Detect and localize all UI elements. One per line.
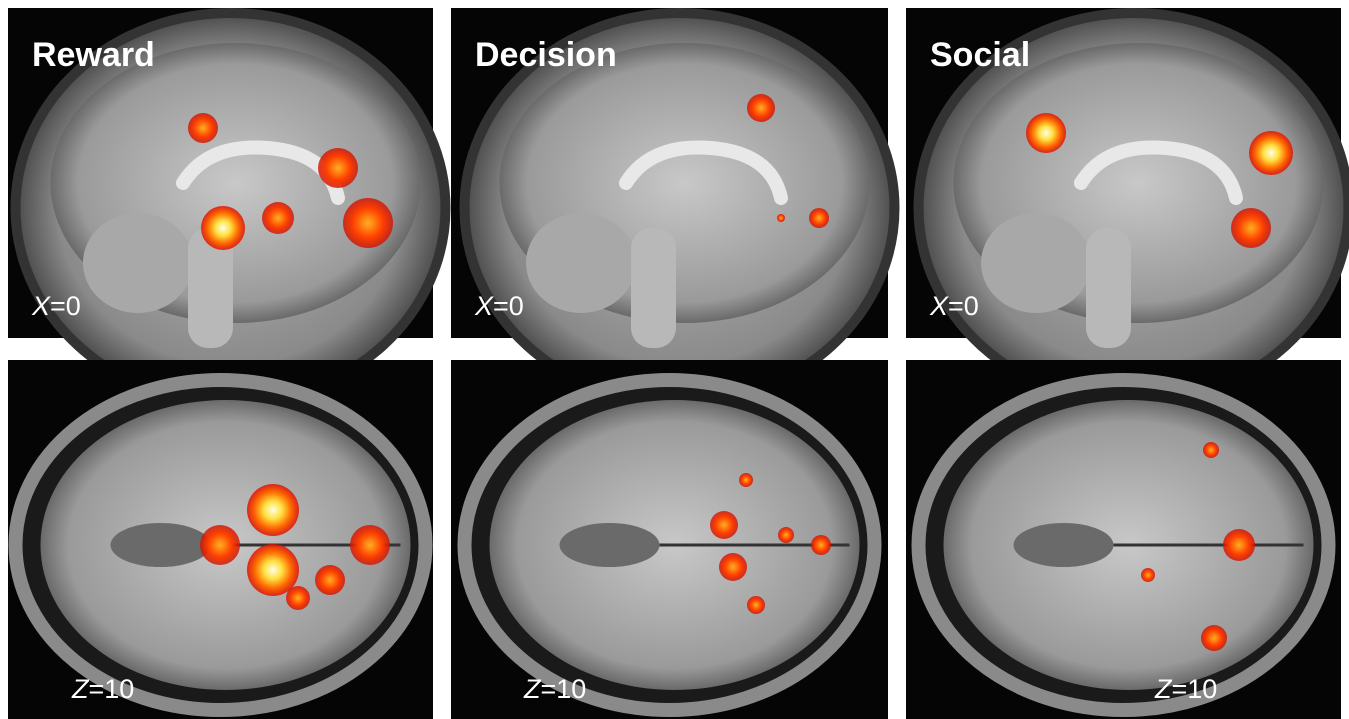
coordinate-value: =10 (541, 674, 587, 704)
coordinate-axis: Z (523, 674, 542, 704)
coordinate-label: Z=10 (1154, 674, 1217, 704)
brain-panel: Social X=0 (906, 8, 1349, 403)
cerebellum (526, 213, 636, 313)
activation-blob (201, 206, 245, 250)
coordinate-label: X=0 (31, 291, 81, 321)
activation-blob (286, 586, 310, 610)
activation-blob (262, 202, 294, 234)
coordinate-value: =0 (50, 291, 81, 321)
activation-blob (343, 198, 393, 248)
activation-blob (719, 553, 747, 581)
coordinate-label: X=0 (929, 291, 979, 321)
activation-blob (315, 565, 345, 595)
coordinate-axis: Z (71, 674, 90, 704)
coordinate-axis: X (31, 291, 51, 321)
brainstem (631, 228, 676, 348)
activation-blob (747, 94, 775, 122)
activation-blob (200, 525, 240, 565)
column-title: Social (930, 36, 1030, 74)
cerebellum (83, 213, 193, 313)
activation-blob (777, 214, 785, 222)
coordinate-label: Z=10 (71, 674, 134, 704)
activation-blob (1249, 131, 1293, 175)
coordinate-axis: X (929, 291, 949, 321)
coordinate-label: Z=10 (523, 674, 586, 704)
brain-panel: Z=10 (906, 360, 1341, 719)
column-title: Reward (32, 36, 155, 74)
coordinate-value: =0 (493, 291, 524, 321)
activation-blob (710, 511, 738, 539)
activation-blob (747, 596, 765, 614)
ventricle (560, 523, 660, 567)
coordinate-axis: Z (1154, 674, 1173, 704)
figure: RewardX=0DecisionX=0SocialX=0Z=10Z=10Z=1… (0, 0, 1349, 719)
activation-blob (350, 525, 390, 565)
brain-panel: Z=10 (8, 360, 433, 719)
brainstem (1086, 228, 1131, 348)
brain-panel: Decision X=0 (451, 8, 895, 403)
brain-panel: Z=10 (451, 360, 888, 719)
activation-blob (1231, 208, 1271, 248)
activation-blob (778, 527, 794, 543)
activation-blob (188, 113, 218, 143)
ventricle (1014, 523, 1114, 567)
coordinate-value: =10 (1172, 674, 1218, 704)
activation-blob (1026, 113, 1066, 153)
coordinate-label: X=0 (474, 291, 524, 321)
activation-blob (318, 148, 358, 188)
coordinate-axis: X (474, 291, 494, 321)
coordinate-value: =0 (948, 291, 979, 321)
cerebellum (981, 213, 1091, 313)
ventricle (111, 523, 211, 567)
activation-blob (809, 208, 829, 228)
coordinate-value: =10 (89, 674, 135, 704)
activation-blob (811, 535, 831, 555)
activation-blob (247, 484, 299, 536)
activation-blob (1201, 625, 1227, 651)
activation-blob (739, 473, 753, 487)
activation-blob (1203, 442, 1219, 458)
activation-blob (1141, 568, 1155, 582)
brain-panel: Reward X=0 (8, 8, 446, 403)
activation-blob (1223, 529, 1255, 561)
column-title: Decision (475, 36, 617, 74)
